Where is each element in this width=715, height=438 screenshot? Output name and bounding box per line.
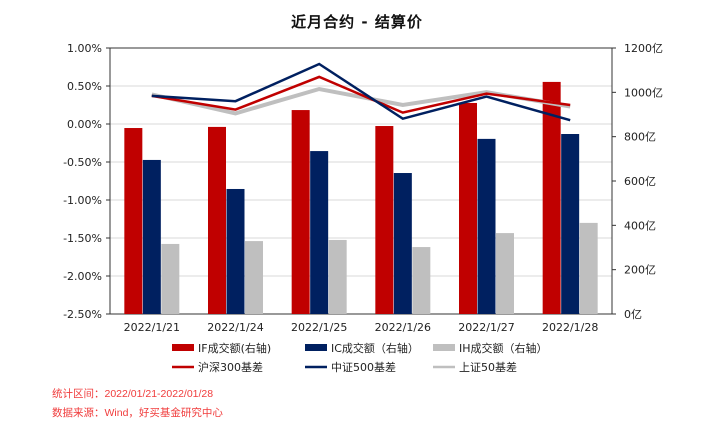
- legend-label: 沪深300基差: [198, 360, 263, 374]
- bar-1: [561, 134, 580, 314]
- left-axis-tick-label: -1.00%: [63, 194, 102, 207]
- bar-2: [161, 243, 180, 314]
- x-axis-tick-label: 2022/1/21: [124, 321, 180, 334]
- line-series-0: [151, 75, 571, 114]
- right-axis-tick-label: 200亿: [624, 264, 656, 277]
- bar-0: [291, 110, 310, 314]
- left-axis-tick-label: -1.50%: [63, 232, 102, 245]
- source-note: 数据来源：Wind，好买基金研究中心: [52, 407, 223, 419]
- legend-label: IF成交额(右轴): [198, 341, 271, 355]
- bar-1: [142, 159, 161, 314]
- legend-swatch-bar: [172, 344, 194, 351]
- chart-title: 近月合约 - 结算价: [291, 13, 423, 31]
- bar-0: [375, 126, 394, 314]
- legend-label: IC成交额（右轴）: [331, 341, 419, 355]
- x-axis-tick-label: 2022/1/28: [542, 321, 598, 334]
- bar-1: [226, 188, 245, 314]
- right-axis-tick-label: 800亿: [624, 131, 656, 144]
- x-axis-tick-label: 2022/1/26: [375, 321, 431, 334]
- x-axis-tick-label: 2022/1/24: [207, 321, 263, 334]
- bar-1: [310, 151, 329, 314]
- bar-0: [208, 126, 226, 314]
- right-axis-tick-label: 1200亿: [624, 42, 663, 55]
- bar-0: [124, 128, 143, 314]
- bar-1: [393, 173, 412, 314]
- bar-0: [459, 102, 477, 315]
- x-axis-tick-label: 2022/1/27: [458, 321, 514, 334]
- bar-1: [477, 138, 496, 314]
- period-note: 统计区间：2022/01/21-2022/01/28: [52, 388, 214, 400]
- left-axis-tick-label: 0.00%: [67, 118, 102, 131]
- right-axis-tick-label: 400亿: [624, 219, 656, 232]
- bar-2: [412, 247, 431, 314]
- legend-swatch-bar: [433, 344, 455, 351]
- x-axis-tick-label: 2022/1/25: [291, 321, 347, 334]
- plot-frame: [109, 47, 613, 315]
- legend-label: 上证50基差: [459, 360, 517, 374]
- left-axis-tick-label: 1.00%: [67, 42, 102, 55]
- legend-label: 中证500基差: [331, 360, 396, 374]
- bar-2: [579, 222, 598, 314]
- right-axis-tick-label: 600亿: [624, 175, 656, 188]
- legend-label: IH成交额（右轴）: [459, 341, 548, 355]
- bar-2: [496, 233, 514, 314]
- legend-swatch-bar: [305, 344, 327, 351]
- line-series-1: [151, 62, 571, 122]
- right-axis-tick-label: 0亿: [624, 308, 642, 321]
- right-axis-tick-label: 1000亿: [624, 86, 663, 99]
- bar-2: [245, 241, 263, 314]
- bar-0: [542, 81, 561, 314]
- left-axis-tick-label: -2.50%: [63, 308, 102, 321]
- left-axis-tick-label: 0.50%: [67, 80, 102, 93]
- left-axis-tick-label: -0.50%: [63, 156, 102, 169]
- left-axis-tick-label: -2.00%: [63, 270, 102, 283]
- bar-2: [328, 239, 347, 314]
